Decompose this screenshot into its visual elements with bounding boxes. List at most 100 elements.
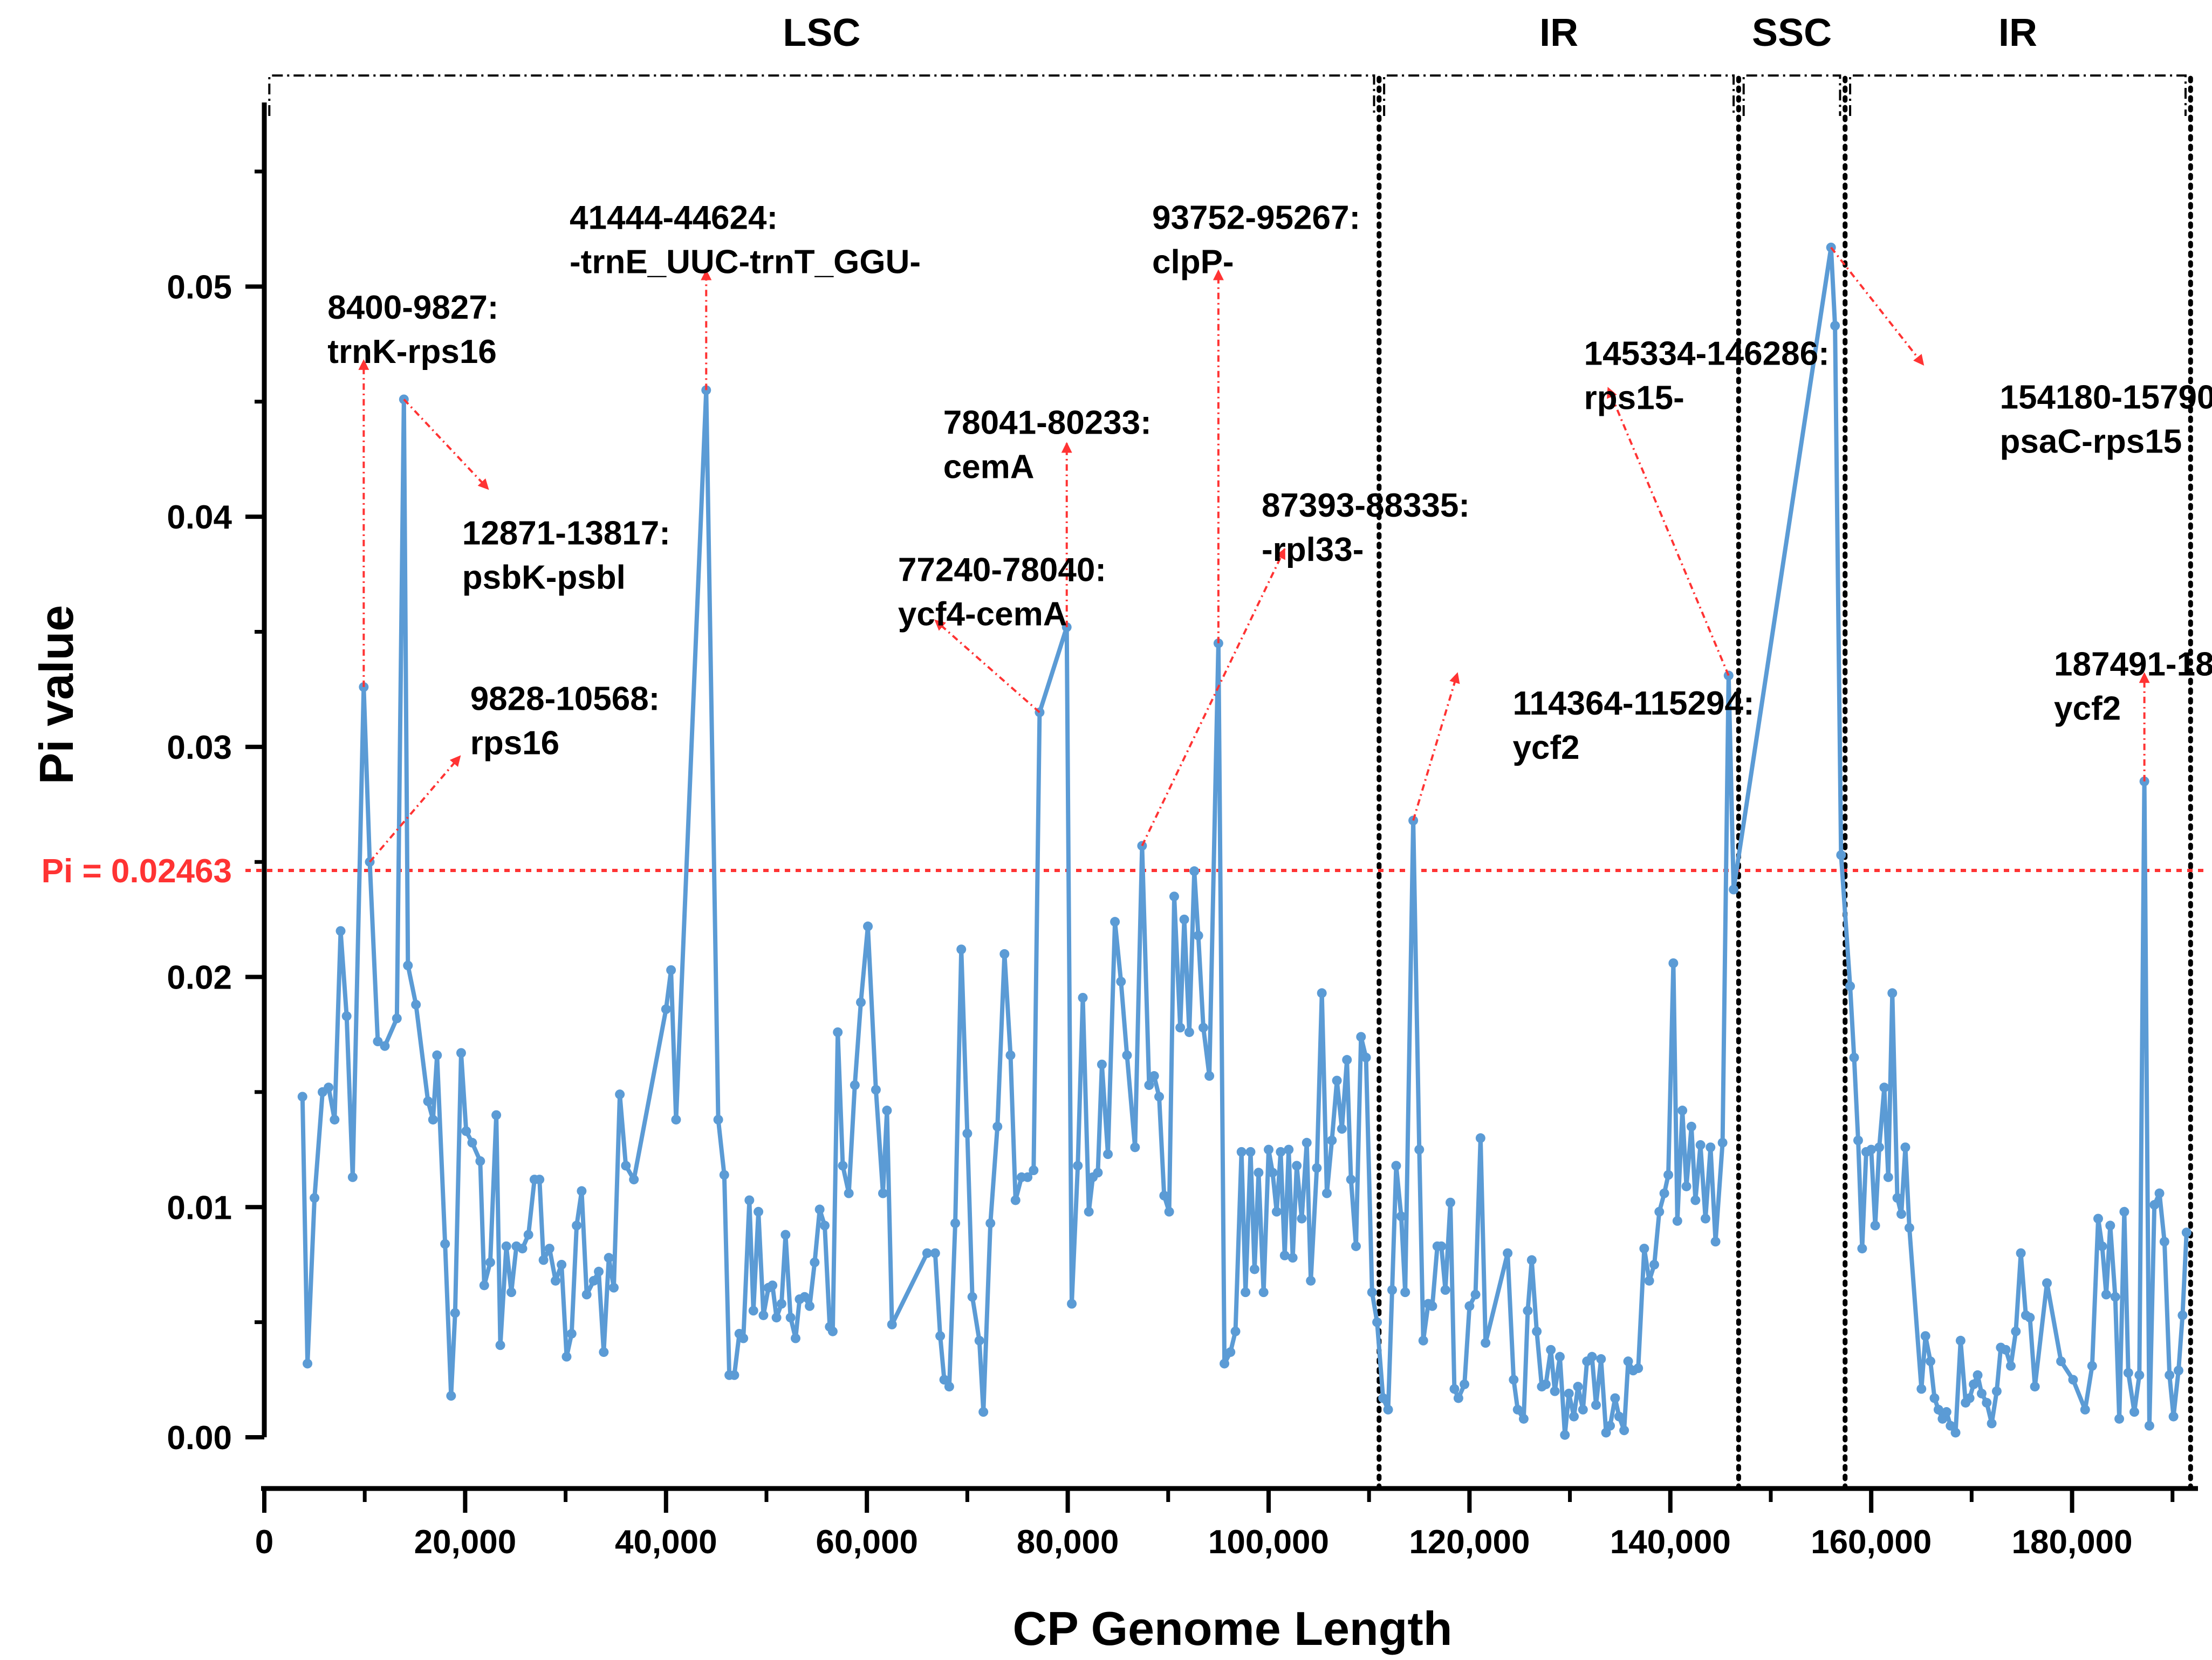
data-point [1836, 850, 1846, 860]
data-point [1149, 1071, 1159, 1081]
data-point [1929, 1393, 1940, 1403]
data-point [978, 1407, 989, 1417]
data-point [428, 1115, 438, 1125]
data-point [1560, 1430, 1570, 1440]
data-point [1279, 1250, 1290, 1260]
data-point [501, 1241, 511, 1251]
data-point [1633, 1363, 1643, 1373]
pi-series-line [300, 245, 2189, 1437]
data-point [1023, 1172, 1033, 1182]
data-point [450, 1308, 460, 1318]
data-point [446, 1391, 456, 1401]
data-point [1372, 1317, 1382, 1327]
data-point [1321, 1188, 1332, 1198]
data-point [1973, 1370, 1983, 1380]
data-point [1623, 1356, 1633, 1367]
x-tick-label: 40,000 [615, 1524, 717, 1561]
data-point [1845, 981, 1855, 991]
genome-regions: LSC IR SSC IR [268, 11, 2193, 1491]
data-point [2042, 1278, 2052, 1288]
data-point [599, 1347, 609, 1357]
data-point [1258, 1287, 1269, 1298]
data-point [2129, 1407, 2140, 1417]
data-point [999, 949, 1010, 959]
data-point [1941, 1407, 1951, 1417]
region-label: SSC [1752, 11, 1832, 54]
data-point [1926, 1356, 1936, 1367]
data-point [1414, 1144, 1425, 1155]
data-point [1306, 1275, 1316, 1286]
data-point [2173, 1366, 2183, 1376]
data-point [2097, 1241, 2107, 1251]
data-point [423, 1096, 433, 1106]
data-point [432, 1050, 442, 1060]
data-point [713, 1115, 723, 1125]
data-point [297, 1092, 307, 1102]
data-point [1268, 1168, 1278, 1178]
data-point [373, 1037, 383, 1047]
data-point [1436, 1241, 1447, 1251]
data-point [1509, 1375, 1519, 1385]
data-point [2144, 1421, 2154, 1431]
data-point [2080, 1404, 2090, 1415]
data-point [930, 1248, 940, 1258]
data-point [1649, 1259, 1659, 1270]
data-point [1378, 1393, 1388, 1403]
data-point [1332, 1075, 1342, 1086]
threshold-label: Pi = 0.02463 [42, 853, 232, 890]
data-point [1346, 1175, 1356, 1185]
data-point [1189, 866, 1200, 876]
data-point [758, 1310, 769, 1320]
data-point [863, 921, 873, 931]
data-point [1249, 1264, 1259, 1274]
data-point [1337, 1124, 1347, 1134]
data-point [485, 1257, 495, 1267]
data-point [1292, 1161, 1302, 1171]
data-point [2134, 1370, 2145, 1380]
region-bracket [1849, 74, 2187, 116]
data-point [2114, 1414, 2125, 1424]
data-point [1857, 1244, 1867, 1254]
region-label: IR [1998, 11, 2037, 54]
data-point [1179, 914, 1189, 924]
data-point [330, 1115, 340, 1125]
data-point [1067, 1299, 1077, 1309]
data-point [2025, 1313, 2035, 1323]
data-point [1110, 917, 1120, 927]
data-point [1710, 1237, 1721, 1247]
data-point [1987, 1418, 1997, 1429]
annotation-gene: clpP- [1152, 244, 1234, 281]
data-point [1654, 1206, 1665, 1217]
data-point [479, 1280, 489, 1291]
region-label: LSC [783, 11, 860, 54]
data-point [1445, 1197, 1455, 1208]
data-point [780, 1230, 791, 1240]
data-point [1464, 1301, 1475, 1311]
data-point [833, 1027, 843, 1037]
annotation-range: 77240-78040: [898, 552, 1106, 589]
annotation-range: 41444-44624: [570, 200, 778, 237]
data-point [467, 1137, 477, 1148]
data-point [1204, 1071, 1215, 1081]
data-point [1969, 1379, 1979, 1389]
data-point [1130, 1142, 1140, 1153]
annotation-gene: -rpl33- [1262, 531, 1364, 568]
annotation-range: 93752-95267: [1152, 200, 1360, 237]
data-point [827, 1326, 838, 1336]
data-point [1245, 1147, 1256, 1157]
data-point [719, 1170, 729, 1180]
data-point [871, 1085, 881, 1095]
data-point [748, 1306, 758, 1316]
data-point [1302, 1137, 1312, 1148]
data-point [557, 1259, 567, 1270]
data-point [1554, 1352, 1565, 1362]
data-point [1164, 1206, 1174, 1217]
data-point [1964, 1393, 1975, 1403]
data-point [392, 1013, 402, 1024]
region-bracket [1383, 74, 1735, 116]
annotation-arrow [403, 399, 489, 490]
data-point [1225, 1347, 1236, 1357]
threshold: Pi = 0.02463 [42, 853, 2203, 890]
data-point [1883, 1172, 1893, 1182]
data-point [2165, 1370, 2175, 1380]
